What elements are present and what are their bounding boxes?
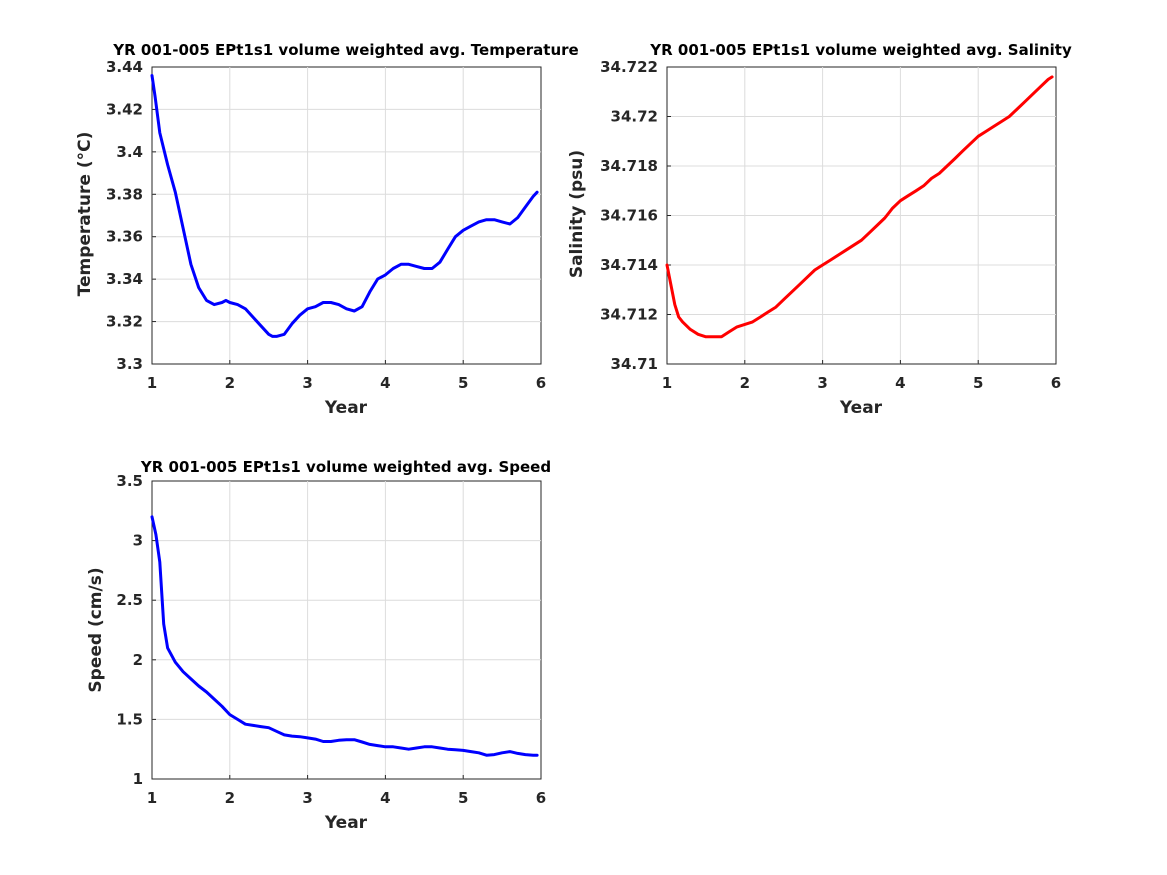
salinity-x-tick-label: 6 — [1051, 374, 1061, 392]
speed-x-tick-label: 6 — [536, 789, 546, 807]
speed-x-tick-label: 2 — [225, 789, 235, 807]
temperature-x-axis-label: Year — [324, 398, 368, 418]
speed-panel: YR 001-005 EPt1s1 volume weighted avg. S… — [86, 458, 551, 833]
salinity-grid — [667, 67, 1056, 364]
speed-y-tick-label: 3 — [133, 532, 143, 550]
temperature-y-tick-label: 3.4 — [116, 143, 143, 161]
salinity-x-axis-label: Year — [839, 398, 883, 418]
temperature-x-tick-label: 4 — [380, 374, 390, 392]
temperature-chart-title: YR 001-005 EPt1s1 volume weighted avg. T… — [112, 41, 578, 59]
temperature-y-tick-label: 3.3 — [116, 355, 143, 373]
salinity-y-tick-label: 34.71 — [611, 355, 658, 373]
salinity-panel: YR 001-005 EPt1s1 volume weighted avg. S… — [567, 41, 1072, 418]
salinity-x-tick-label: 3 — [817, 374, 827, 392]
speed-x-tick-label: 1 — [147, 789, 157, 807]
speed-chart-title: YR 001-005 EPt1s1 volume weighted avg. S… — [140, 458, 551, 476]
salinity-y-tick-label: 34.712 — [600, 306, 658, 324]
temperature-plot-area — [151, 66, 542, 365]
salinity-y-tick-label: 34.722 — [600, 58, 658, 76]
salinity-x-tick-label: 5 — [973, 374, 983, 392]
speed-y-tick-label: 2 — [133, 651, 143, 669]
temperature-y-tick-label: 3.42 — [106, 100, 143, 118]
temperature-panel: YR 001-005 EPt1s1 volume weighted avg. T… — [75, 41, 579, 418]
speed-series-line — [150, 515, 539, 757]
temperature-x-tick-label: 2 — [225, 374, 235, 392]
speed-x-tick-label: 5 — [458, 789, 468, 807]
speed-grid — [152, 481, 541, 779]
speed-x-axis-label: Year — [324, 813, 368, 833]
speed-y-tick-label: 1.5 — [116, 710, 143, 728]
salinity-x-tick-label: 1 — [662, 374, 672, 392]
temperature-x-tick-label: 6 — [536, 374, 546, 392]
speed-y-tick-label: 2.5 — [116, 591, 143, 609]
speed-y-tick-label: 3.5 — [116, 472, 143, 490]
speed-y-axis-label: Speed (cm/s) — [86, 567, 106, 692]
salinity-x-tick-label: 2 — [740, 374, 750, 392]
salinity-y-tick-label: 34.718 — [600, 157, 658, 175]
speed-y-tick-label: 1 — [133, 770, 143, 788]
temperature-x-tick-label: 3 — [302, 374, 312, 392]
salinity-series-line — [665, 75, 1054, 339]
speed-plot-area — [151, 480, 542, 780]
salinity-y-tick-label: 34.714 — [600, 256, 658, 274]
speed-x-tick-label: 4 — [380, 789, 390, 807]
salinity-y-tick-label: 34.72 — [611, 108, 658, 126]
salinity-chart-title: YR 001-005 EPt1s1 volume weighted avg. S… — [649, 41, 1072, 59]
temperature-y-tick-label: 3.38 — [106, 185, 143, 203]
temperature-y-tick-label: 3.36 — [106, 228, 143, 246]
speed-x-tick-label: 3 — [302, 789, 312, 807]
salinity-y-tick-label: 34.716 — [600, 207, 658, 225]
temperature-grid — [152, 67, 541, 364]
temperature-y-tick-label: 3.32 — [106, 313, 143, 331]
salinity-y-axis-label: Salinity (psu) — [567, 150, 587, 278]
temperature-y-tick-label: 3.34 — [106, 270, 143, 288]
temperature-y-axis-label: Temperature (°C) — [75, 132, 95, 297]
temperature-x-tick-label: 5 — [458, 374, 468, 392]
salinity-x-tick-label: 4 — [895, 374, 905, 392]
temperature-series-line — [150, 74, 539, 338]
temperature-y-tick-label: 3.44 — [106, 58, 143, 76]
temperature-x-tick-label: 1 — [147, 374, 157, 392]
